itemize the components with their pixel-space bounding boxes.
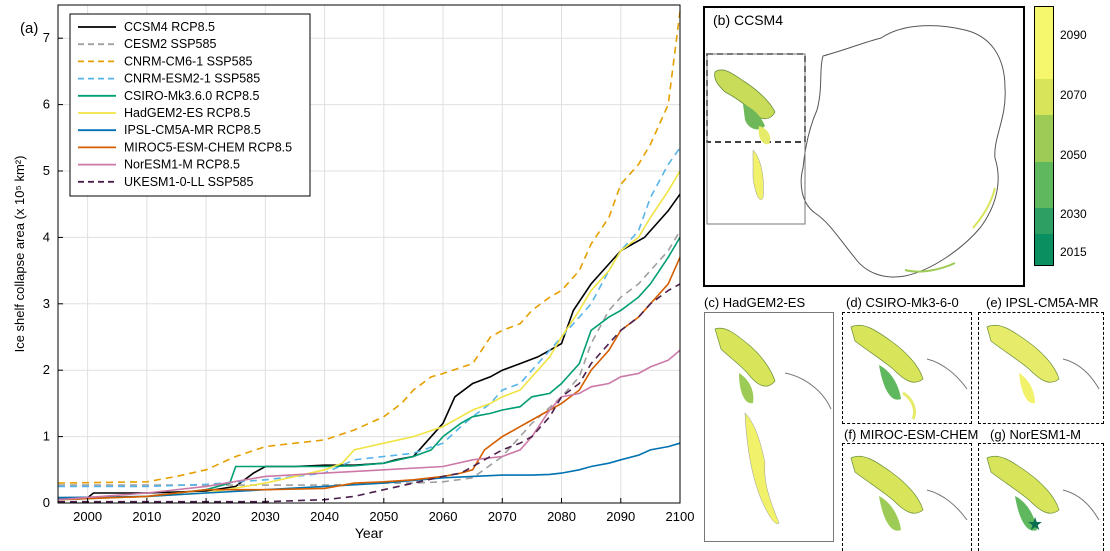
y-tick-label: 3 (43, 296, 50, 311)
antarctica-map-f (850, 455, 968, 531)
x-tick-label: 2040 (310, 509, 339, 524)
legend-entry-0: CCSM4 RCP8.5 (124, 20, 215, 34)
y-tick-label: 0 (43, 495, 50, 510)
colorbar (1034, 6, 1054, 266)
legend-entry-8: NorESM1-M RCP8.5 (124, 158, 240, 172)
colorbar-label-2090: 2090 (1060, 28, 1087, 42)
antarctica-map-b (706, 25, 1006, 278)
x-tick-label: 2100 (666, 509, 695, 524)
antarctica-map-d (850, 324, 968, 420)
map-label-b: (b) CCSM4 (713, 12, 784, 28)
map-panel-f (842, 443, 972, 551)
map-panel-d (842, 312, 972, 424)
legend-entry-3: CNRM-ESM2-1 SSP585 (124, 72, 260, 86)
map-label-e: (e) IPSL-CM5A-MR (986, 295, 1099, 310)
series-line-6 (57, 442, 681, 499)
line-chart: 2000 2010 2020 2030 2040 2050 2060 2070 2080 2090… (12, 4, 695, 541)
x-tick-label: 2030 (251, 509, 280, 524)
legend-entry-6: IPSL-CM5A-MR RCP8.5 (124, 123, 261, 137)
y-tick-label: 6 (43, 97, 50, 112)
panel-label-a: (a) (20, 20, 39, 37)
y-tick-label: 5 (43, 163, 50, 178)
x-tick-label: 2000 (73, 509, 102, 524)
colorbar-label-2030: 2030 (1060, 207, 1087, 221)
legend-entry-1: CESM2 SSP585 (124, 37, 216, 51)
x-tick-label: 2010 (132, 509, 161, 524)
antarctica-map-g: ★ (986, 455, 1100, 535)
legend-entry-2: CNRM-CM6-1 SSP585 (124, 54, 253, 68)
x-tick-label: 2090 (606, 509, 635, 524)
colorbar-label-2070: 2070 (1060, 88, 1087, 102)
map-label-g: (g) NorESM1-M (990, 427, 1082, 442)
map-label-d: (d) CSIRO-Mk3-6-0 (846, 295, 959, 310)
antarctica-map-c (714, 327, 832, 524)
x-tick-label: 2050 (369, 509, 398, 524)
map-panel-b: (b) CCSM4 (703, 6, 1025, 287)
map-panel-e (978, 312, 1104, 424)
y-tick-label: 4 (43, 229, 50, 244)
legend-entry-4: CSIRO-Mk3.6.0 RCP8.5 (124, 89, 260, 103)
map-panel-c (704, 312, 834, 542)
x-axis-label: Year (355, 525, 384, 541)
colorbar-label-2050: 2050 (1060, 148, 1087, 162)
legend-entry-9: UKESM1-0-LL SSP585 (124, 175, 254, 189)
y-tick-label: 7 (43, 30, 50, 45)
x-tick-label: 2080 (547, 509, 576, 524)
antarctica-map-e (986, 324, 1100, 404)
legend-entry-7: MIROC5-ESM-CHEM RCP8.5 (124, 140, 292, 154)
plot-frame (57, 4, 681, 504)
legend-entry-5: HadGEM2-ES RCP8.5 (124, 106, 250, 120)
map-label-f: (f) MIROC-ESM-CHEM (844, 427, 979, 442)
star-icon: ★ (1027, 514, 1043, 535)
series-line-4 (57, 236, 681, 501)
y-axis-label: Ice shelf collapse area (x 10⁵ km²) (12, 156, 27, 353)
y-tick-label: 2 (43, 362, 50, 377)
colorbar-label-2015: 2015 (1060, 245, 1087, 259)
x-tick-label: 2070 (488, 509, 517, 524)
x-tick-label: 2060 (429, 509, 458, 524)
map-label-c: (c) HadGEM2-ES (704, 295, 806, 310)
x-tick-label: 2020 (192, 509, 221, 524)
series-line-5 (57, 170, 681, 501)
y-tick-label: 1 (43, 429, 50, 444)
map-panel-g: ★ (978, 443, 1104, 551)
